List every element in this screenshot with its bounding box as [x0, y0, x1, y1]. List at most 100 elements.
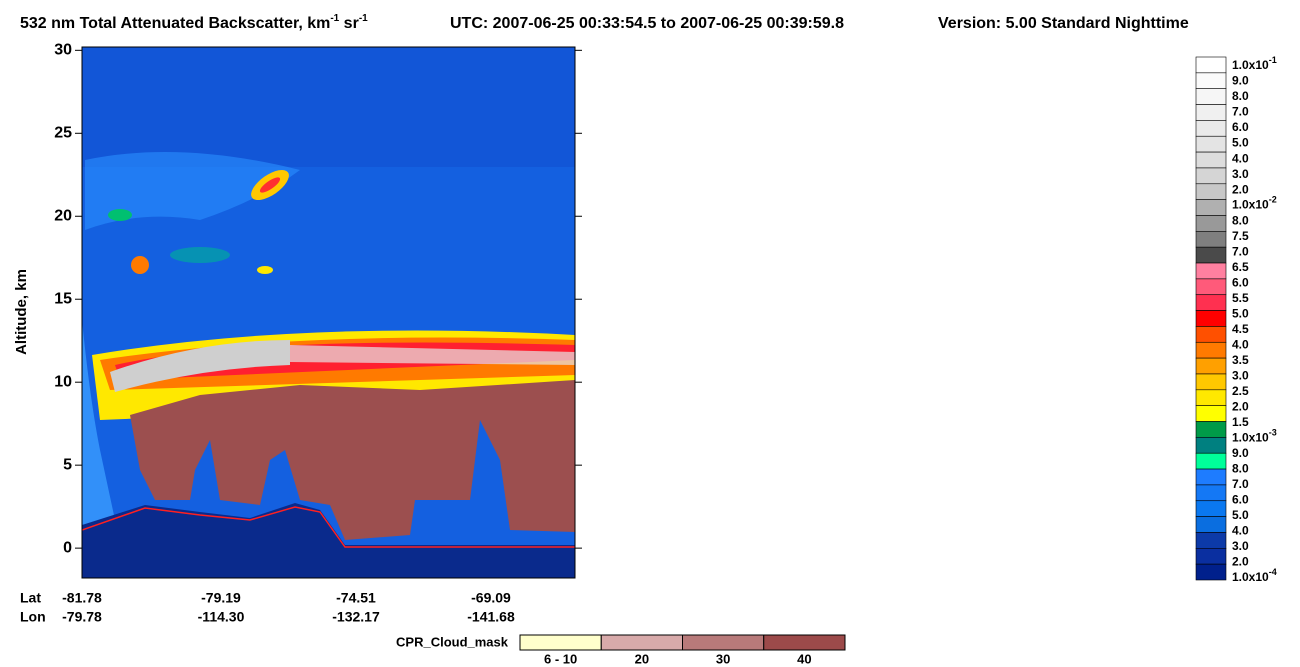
- cpr-legend-label: 30: [716, 651, 730, 666]
- title-part: 532 nm Total Attenuated Backscatter, km: [20, 15, 330, 32]
- colorbar-swatch: [1195, 120, 1227, 137]
- colorbar-label: 4.0: [1232, 524, 1249, 538]
- lat-value: -69.09: [471, 590, 511, 606]
- colorbar-label: 5.5: [1232, 291, 1249, 305]
- colorbar-label: 1.0x10-3: [1232, 428, 1277, 445]
- colorbar-label: 4.0: [1232, 337, 1249, 351]
- title-part: sr: [339, 15, 359, 32]
- colorbar-swatch: [1195, 294, 1227, 311]
- colorbar-swatch: [1195, 500, 1227, 517]
- y-tick-label: 25: [54, 125, 72, 142]
- colorbar-label: 2.0: [1232, 400, 1249, 414]
- colorbar-label: 6.0: [1232, 275, 1249, 289]
- colorbar-swatch: [1195, 563, 1227, 581]
- colorbar-swatch: [1195, 437, 1227, 454]
- colorbar-label: 8.0: [1232, 213, 1249, 227]
- colorbar-label: 6.0: [1232, 120, 1249, 134]
- colorbar-swatch: [1195, 278, 1227, 296]
- colorbar-swatch: [1195, 135, 1227, 153]
- colorbar-swatch: [1195, 246, 1227, 264]
- colorbar-label: 5.0: [1232, 306, 1249, 320]
- colorbar-label-base: 1.0x10: [1232, 58, 1269, 72]
- cpr-legend-swatch: [600, 634, 683, 651]
- cpr-legend-title: CPR_Cloud_mask: [396, 634, 509, 649]
- backscatter-image: [82, 47, 575, 578]
- lon-value: -132.17: [332, 609, 380, 625]
- utc-range: UTC: 2007-06-25 00:33:54.5 to 2007-06-25…: [450, 15, 844, 32]
- chart-title: 532 nm Total Attenuated Backscatter, km-…: [20, 13, 368, 33]
- colorbar-label: 7.0: [1232, 105, 1249, 119]
- colorbar-swatch: [1195, 262, 1227, 280]
- colorbar-label: 2.0: [1232, 182, 1249, 196]
- colorbar-swatch: [1195, 468, 1227, 486]
- y-tick-label: 20: [54, 207, 72, 224]
- colorbar-label-base: 1.0x10: [1232, 431, 1269, 445]
- cpr-legend-label: 40: [797, 651, 811, 666]
- colorbar-swatch: [1195, 104, 1227, 121]
- y-tick-label: 15: [54, 290, 72, 307]
- colorbar-swatch: [1195, 167, 1227, 185]
- colorbar-label: 9.0: [1232, 74, 1249, 88]
- colorbar-swatch: [1195, 389, 1227, 406]
- colorbar-swatch: [1195, 151, 1227, 169]
- title-superscript: -1: [330, 13, 339, 24]
- colorbar-swatch: [1195, 215, 1227, 232]
- y-tick-label: 5: [63, 456, 72, 473]
- colorbar-label: 9.0: [1232, 446, 1249, 460]
- colorbar-label-exponent: -3: [1269, 428, 1277, 438]
- colorbar-swatch: [1195, 357, 1227, 375]
- colorbar-label: 1.0x10-4: [1232, 567, 1277, 584]
- cpr-legend-swatch: [519, 634, 602, 651]
- colorbar-label: 1.0x10-1: [1232, 55, 1277, 72]
- colorbar-label: 5.0: [1232, 136, 1249, 150]
- colorbar-swatch: [1195, 405, 1227, 422]
- lat-value: -79.19: [201, 590, 241, 606]
- cpr-legend-label: 6 - 10: [544, 651, 577, 666]
- colorbar-label: 2.0: [1232, 555, 1249, 569]
- lat-value: -81.78: [62, 590, 102, 606]
- colorbar-swatch: [1195, 88, 1227, 105]
- colorbar-label: 1.0x10-2: [1232, 195, 1277, 212]
- y-tick-label: 30: [54, 42, 72, 59]
- lon-value: -114.30: [198, 609, 245, 625]
- y-tick-label: 0: [63, 539, 72, 556]
- lon-value: -79.78: [62, 609, 102, 625]
- colorbar-swatch: [1195, 452, 1227, 470]
- title-superscript: -1: [359, 13, 368, 24]
- colorbar-swatch: [1195, 310, 1227, 327]
- colorbar-swatch: [1195, 183, 1227, 200]
- colorbar-swatch: [1195, 56, 1227, 74]
- colorbar-label: 5.0: [1232, 508, 1249, 522]
- version: Version: 5.00 Standard Nighttime: [938, 15, 1189, 32]
- colorbar-label: 4.0: [1232, 151, 1249, 165]
- colorbar-label-base: 1.0x10: [1232, 570, 1269, 584]
- colorbar-label: 4.5: [1232, 322, 1249, 336]
- colorbar-label: 6.0: [1232, 493, 1249, 507]
- colorbar-label: 3.0: [1232, 167, 1249, 181]
- colorbar-label-exponent: -4: [1269, 567, 1277, 577]
- colorbar-swatch: [1195, 421, 1227, 438]
- colorbar-swatch: [1195, 373, 1227, 391]
- colorbar-label-exponent: -1: [1269, 55, 1277, 65]
- colorbar-label: 3.5: [1232, 353, 1249, 367]
- colorbar-label-exponent: -2: [1269, 195, 1277, 205]
- colorbar-swatch: [1195, 548, 1227, 565]
- colorbar-swatch: [1195, 199, 1227, 216]
- lon-value: -141.68: [467, 609, 515, 625]
- cpr-legend-swatch: [682, 634, 765, 651]
- lon-label: Lon: [20, 609, 46, 625]
- lat-label: Lat: [20, 590, 41, 606]
- colorbar-label: 8.0: [1232, 462, 1249, 476]
- colorbar-label: 8.0: [1232, 89, 1249, 103]
- cpr-legend-swatch: [763, 634, 846, 651]
- colorbar-swatch: [1195, 341, 1227, 359]
- colorbar-label: 6.5: [1232, 260, 1249, 274]
- colorbar-label: 7.0: [1232, 477, 1249, 491]
- colorbar-label-base: 1.0x10: [1232, 198, 1269, 212]
- colorbar-swatch: [1195, 484, 1227, 502]
- cpr-legend-label: 20: [635, 651, 649, 666]
- colorbar-label: 3.0: [1232, 539, 1249, 553]
- colorbar-label: 3.0: [1232, 368, 1249, 382]
- colorbar-label: 1.5: [1232, 415, 1249, 429]
